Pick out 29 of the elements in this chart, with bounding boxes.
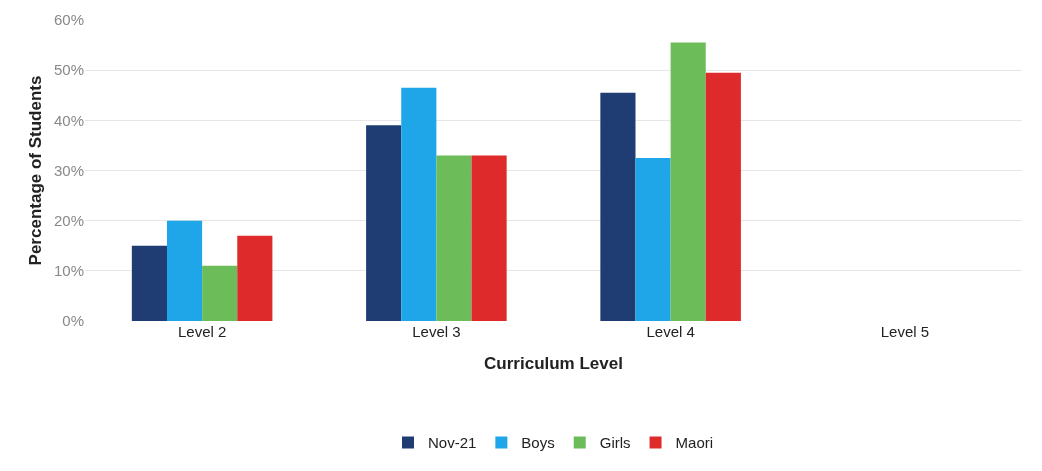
y-tick-label: 50% [53, 61, 84, 79]
x-tick-label: Level 4 [646, 323, 695, 340]
legend-label: Girls [599, 434, 631, 452]
legend-label: Nov-21 [428, 434, 477, 452]
bar [237, 235, 273, 321]
bar [471, 155, 507, 321]
y-tick-label: 30% [53, 161, 84, 179]
y-tick-label: 60% [53, 11, 84, 29]
bar [202, 265, 238, 321]
bar [166, 220, 203, 321]
y-tick-label: 10% [53, 262, 84, 280]
y-axis-title: Percentage of Students [26, 75, 45, 266]
legend-label: Maori [675, 434, 714, 452]
bar [670, 42, 706, 321]
y-tick-label: 40% [53, 111, 84, 129]
x-tick-label: Level 2 [177, 323, 227, 340]
x-tick-label: Level 3 [412, 323, 461, 340]
bar [635, 157, 671, 321]
x-axis-title: Curriculum Level [484, 354, 623, 374]
legend-label: Boys [521, 434, 555, 452]
x-tick-label: Level 5 [880, 323, 930, 340]
bar [366, 125, 402, 321]
y-tick-label: 20% [53, 211, 84, 229]
y-tick-label: 0% [62, 312, 84, 330]
bar [600, 92, 636, 321]
bar [131, 245, 167, 321]
bar [436, 155, 472, 321]
bar [401, 87, 437, 321]
bar [705, 72, 741, 321]
